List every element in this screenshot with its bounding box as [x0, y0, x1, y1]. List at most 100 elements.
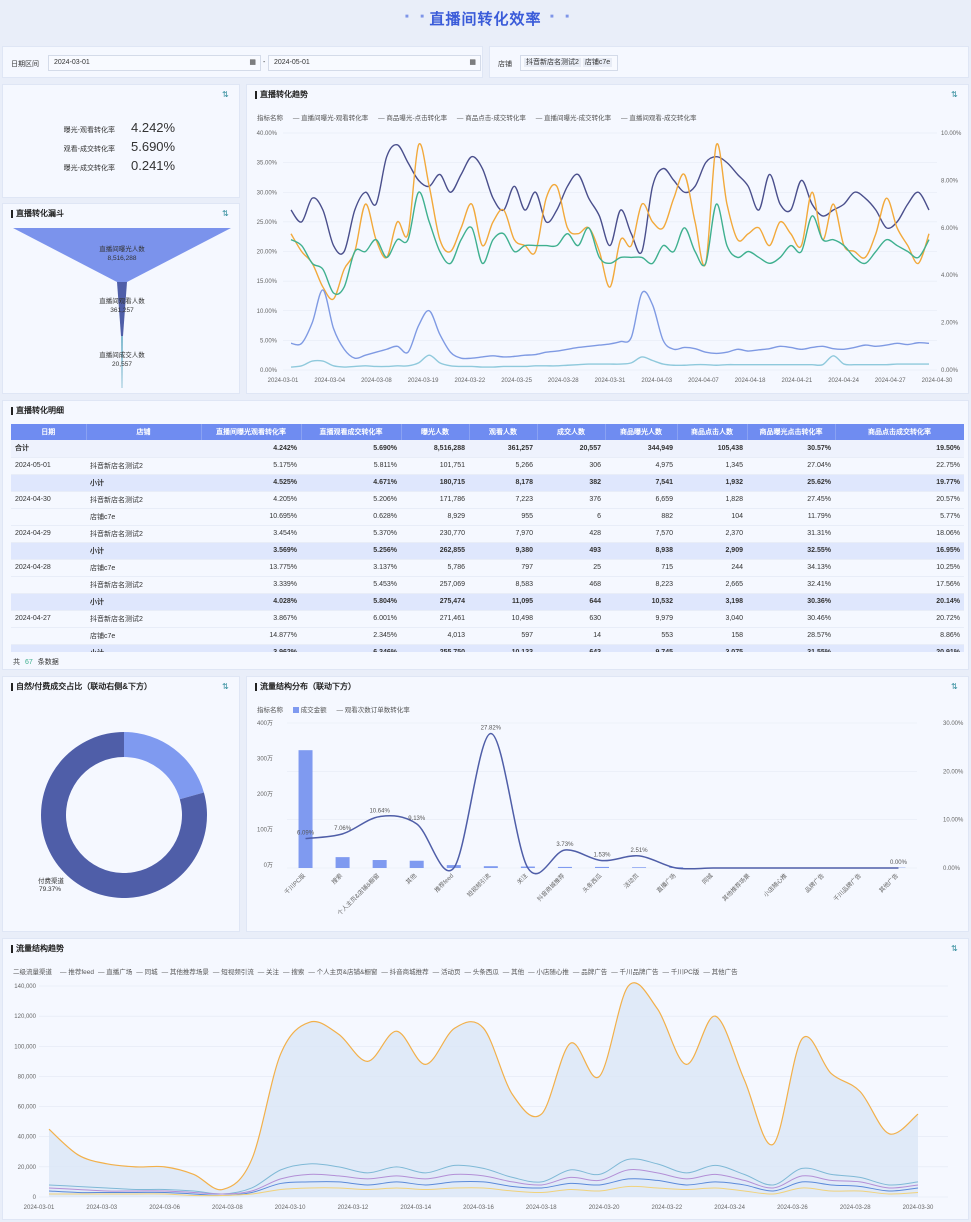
- funnel-stage-3[interactable]: [121, 336, 123, 388]
- table-cell: 11.79%: [747, 508, 835, 526]
- column-header[interactable]: 直播观看成交转化率: [301, 424, 402, 440]
- column-header[interactable]: 商品点击人数: [677, 424, 748, 440]
- export-icon[interactable]: ⇅: [951, 944, 958, 953]
- y-tick-label: 140,000: [14, 984, 36, 990]
- y-tick-label: 40.00%: [257, 131, 278, 137]
- date-range-label: 日期区间: [11, 61, 39, 68]
- column-header[interactable]: 商品曝光点击转化率: [747, 424, 836, 440]
- table-row[interactable]: 2024-04-27 抖音新店名测试2 3.867% 6.001% 271,461 10,…: [11, 610, 964, 628]
- column-header[interactable]: 观看人数: [469, 424, 538, 440]
- export-icon[interactable]: ⇅: [222, 209, 229, 218]
- series-line[interactable]: [48, 1169, 919, 1195]
- legend-item[interactable]: 品牌广告: [581, 969, 608, 976]
- series-line-3[interactable]: [290, 191, 930, 295]
- calendar-icon[interactable]: ▦: [469, 59, 476, 66]
- store-tag[interactable]: 抖音新店名测试2: [524, 58, 581, 67]
- store-tag[interactable]: 店铺c7e: [582, 58, 613, 67]
- table-row[interactable]: 2024-04-30 抖音新店名测试2 4.205% 5.206% 171,786 7,2…: [11, 491, 964, 509]
- bar[interactable]: [298, 750, 313, 868]
- legend-item[interactable]: — 直播间曝光-成交转化率: [535, 115, 612, 122]
- column-header[interactable]: 直播间曝光观看转化率: [201, 424, 302, 440]
- subtotal-row[interactable]: 小计 3.569% 5.256% 262,855 9,380 493 8,938 2,909 3…: [11, 542, 964, 560]
- legend-item[interactable]: 推荐feed: [68, 969, 94, 976]
- legend-item[interactable]: 其他广告: [711, 969, 738, 976]
- calendar-icon[interactable]: ▦: [249, 59, 256, 66]
- kpi-item: 曝光-成交转化率 0.241%: [43, 158, 203, 176]
- legend-item[interactable]: 千川PC版: [670, 969, 700, 976]
- legend-item[interactable]: — 商品曝光-点击转化率: [378, 115, 448, 122]
- series-line-2[interactable]: [290, 143, 930, 301]
- y2-tick-label: 30.00%: [943, 721, 964, 727]
- donut-slice-paid[interactable]: [40, 732, 208, 898]
- legend-item[interactable]: — 直播间观看-成交转化率: [621, 115, 697, 122]
- column-header[interactable]: 商品曝光人数: [605, 424, 678, 440]
- funnel-stage-1[interactable]: [13, 228, 231, 282]
- legend-item[interactable]: 小店随心推: [536, 969, 569, 976]
- bar[interactable]: [557, 866, 572, 868]
- column-header[interactable]: 成交人数: [537, 424, 606, 440]
- decor-dots-right: ■ ■: [550, 14, 574, 20]
- table-row[interactable]: 2024-04-28 店铺c7e 13.775% 3.137% 5,786 797 25 71…: [11, 559, 964, 577]
- bar[interactable]: [483, 866, 498, 868]
- table-row[interactable]: 抖音新店名测试2 3.339% 5.453% 257,069 8,583 468 8,223…: [11, 576, 964, 594]
- bar[interactable]: [372, 860, 387, 868]
- bar[interactable]: [595, 866, 609, 868]
- detail-table-wrap[interactable]: 日期 店铺 直播间曝光观看转化率 直播观看成交转化率 曝光人数 观看人数 成交人数 商品曝光人…: [11, 424, 964, 652]
- subtotal-row[interactable]: 小计3.962%6.346%255,75010,1336439,7453,075…: [11, 644, 964, 652]
- legend-item[interactable]: 千川品牌广告: [619, 969, 659, 976]
- bar[interactable]: [409, 860, 424, 868]
- store-select[interactable]: 抖音新店名测试2 店铺c7e: [520, 55, 618, 71]
- column-header[interactable]: 店铺: [86, 424, 202, 440]
- legend-item[interactable]: 活动页: [440, 969, 461, 976]
- legend-item[interactable]: 直播广场: [106, 969, 133, 976]
- legend-item[interactable]: 个人主页&店铺&橱窗: [316, 969, 378, 976]
- export-icon[interactable]: ⇅: [951, 682, 958, 691]
- legend-item[interactable]: — 商品点击-成交转化率: [456, 115, 526, 122]
- legend-item[interactable]: 抖音商城推荐: [389, 969, 429, 976]
- legend-item[interactable]: 短视频引流: [221, 969, 254, 976]
- date-start-input[interactable]: 2024-03-01 ▦: [48, 55, 261, 71]
- table-row[interactable]: 店铺c7e 10.695% 0.628% 8,929 955 6 882 104 11.79% 5…: [11, 508, 964, 526]
- series-line[interactable]: [48, 1178, 919, 1197]
- column-header[interactable]: 日期: [11, 424, 87, 440]
- table-row[interactable]: 2024-04-29 抖音新店名测试2 3.454% 5.370% 230,770 7,9…: [11, 525, 964, 543]
- rate-line[interactable]: [305, 732, 899, 875]
- x-tick-label: 品牌广告: [803, 872, 826, 895]
- table-row[interactable]: 2024-05-01 抖音新店名测试2 5.175% 5.811% 101,751 5,2…: [11, 457, 964, 475]
- legend-item[interactable]: 同城: [144, 969, 158, 976]
- area-series-main[interactable]: [49, 982, 918, 1197]
- subtotal-row[interactable]: 小计 4.028% 5.804% 275,474 11,095 644 10,532 3,19…: [11, 593, 964, 611]
- legend-item[interactable]: — 直播间曝光-观看转化率: [292, 115, 369, 122]
- legend-item[interactable]: 头条西瓜: [472, 969, 499, 976]
- subtotal-row[interactable]: 小计 4.525% 4.671% 180,715 8,178 382 7,541 1,932 2…: [11, 474, 964, 492]
- legend-item[interactable]: 其他推荐场景: [169, 969, 209, 976]
- table-row[interactable]: 店铺c7e 14.877% 2.345% 4,013 597 14 553 158 28.57%…: [11, 627, 964, 645]
- export-icon[interactable]: ⇅: [222, 90, 229, 99]
- donut-slice-natural[interactable]: [124, 732, 204, 800]
- legend-item[interactable]: 搜索: [291, 969, 305, 976]
- series-line[interactable]: [48, 1185, 919, 1197]
- date-end-input[interactable]: 2024-05-01 ▦: [268, 55, 481, 71]
- series-line-4[interactable]: [290, 289, 930, 360]
- legend-item[interactable]: 其他: [511, 969, 525, 976]
- detail-table: 日期 店铺 直播间曝光观看转化率 直播观看成交转化率 曝光人数 观看人数 成交人数 商品曝光人…: [11, 424, 964, 652]
- export-icon[interactable]: ⇅: [951, 90, 958, 99]
- series-line[interactable]: [48, 1158, 919, 1195]
- legend-item[interactable]: 关注: [266, 969, 280, 976]
- bar[interactable]: [446, 865, 461, 868]
- export-icon[interactable]: ⇅: [222, 682, 229, 691]
- table-cell: 10.695%: [201, 508, 301, 526]
- legend-item[interactable]: — 观看次数订单数转化率: [336, 707, 410, 714]
- total-row[interactable]: 合计 4.242% 5.690% 8,516,288 361,257 20,557 344,…: [11, 440, 964, 458]
- bar[interactable]: [335, 857, 350, 868]
- table-cell: 5,786: [401, 559, 469, 577]
- column-header[interactable]: 商品点击成交转化率: [835, 424, 964, 440]
- series-line[interactable]: [48, 982, 919, 1191]
- funnel-stage-2[interactable]: [117, 282, 127, 336]
- series-line-5[interactable]: [290, 354, 929, 368]
- series-line-1[interactable]: [290, 143, 930, 255]
- legend-item[interactable]: 成交金额: [292, 707, 327, 714]
- table-cell: 13.775%: [201, 559, 301, 577]
- column-header[interactable]: 曝光人数: [401, 424, 470, 440]
- bar[interactable]: [632, 867, 647, 868]
